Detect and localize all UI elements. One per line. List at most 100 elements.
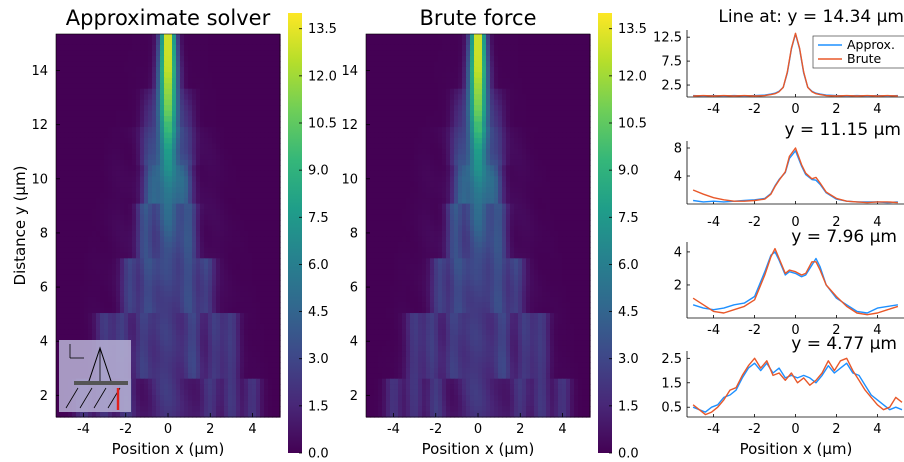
heatmap-cell — [160, 198, 165, 205]
heatmap-cell — [240, 50, 245, 57]
heatmap-cell — [192, 367, 197, 374]
heatmap-cell — [264, 225, 269, 232]
heatmap-cell — [244, 411, 249, 418]
heatmap-cell — [232, 384, 237, 391]
heatmap-cell — [216, 132, 221, 139]
heatmap-cell — [228, 181, 233, 188]
heatmap-cell — [160, 170, 165, 177]
heatmap-cell — [248, 148, 253, 155]
heatmap-cell — [228, 44, 233, 52]
heatmap-cell — [260, 367, 265, 374]
heatmap-cell — [232, 230, 237, 238]
heatmap-cell — [132, 225, 137, 232]
heatmap-cell — [92, 116, 97, 123]
heatmap-cell — [220, 296, 225, 303]
heatmap-cell — [466, 61, 471, 68]
heatmap-cell — [120, 236, 125, 243]
heatmap-cell — [116, 313, 121, 320]
heatmap-cell — [586, 105, 591, 112]
heatmap-cell — [168, 66, 173, 73]
heatmap-cell — [252, 143, 257, 150]
heatmap-cell — [534, 55, 539, 62]
heatmap-cell — [164, 269, 169, 276]
heatmap-cell — [192, 378, 197, 385]
heatmap-cell — [466, 55, 471, 62]
heatmap-cell — [256, 176, 261, 183]
heatmap-cell — [60, 110, 65, 117]
heatmap-cell — [204, 296, 209, 303]
heatmap-cell — [518, 55, 523, 62]
heatmap-cell — [120, 66, 125, 73]
heatmap-cell — [370, 61, 375, 68]
heatmap-cell — [264, 367, 269, 374]
heatmap-cell — [486, 55, 491, 62]
heatmap-cell — [92, 154, 97, 161]
heatmap-cell — [64, 280, 69, 287]
heatmap-cell — [200, 373, 205, 380]
heatmap-cell — [236, 88, 241, 95]
heatmap-cell — [252, 356, 257, 363]
heatmap-cell — [172, 329, 177, 336]
heatmap-cell — [116, 263, 121, 270]
heatmap-cell — [204, 323, 209, 331]
heatmap-cell — [510, 121, 515, 128]
heatmap-cell — [260, 121, 265, 128]
heatmap-cell — [450, 83, 455, 90]
heatmap-cell — [502, 50, 507, 57]
heatmap-cell — [120, 187, 125, 194]
heatmap-cell — [192, 209, 197, 216]
heatmap-cell — [140, 165, 145, 172]
heatmap-cell — [148, 214, 153, 221]
heatmap-cell — [100, 99, 105, 106]
heatmap-cell — [550, 94, 555, 101]
heatmap-cell — [84, 61, 89, 68]
heatmap-cell — [140, 285, 145, 292]
heatmap-cell — [76, 99, 81, 106]
heatmap-cell — [554, 110, 559, 117]
heatmap-cell — [466, 34, 471, 41]
heatmap-cell — [156, 94, 161, 101]
heatmap-cell — [196, 411, 201, 418]
heatmap-cell — [160, 280, 165, 287]
heatmap-cell — [176, 72, 181, 79]
heatmap-cell — [386, 34, 391, 41]
heatmap-cell — [200, 127, 205, 134]
heatmap-cell — [268, 389, 273, 396]
heatmap-cell — [80, 198, 85, 205]
heatmap-cell — [132, 247, 137, 254]
heatmap-cell — [256, 334, 261, 341]
heatmap-cell — [272, 389, 277, 396]
heatmap-cell — [84, 198, 89, 205]
colorbar-tick-label: 1.5 — [308, 399, 329, 414]
heatmap-cell — [374, 34, 379, 41]
heatmap-cell — [208, 400, 213, 407]
heatmap-cell — [370, 66, 375, 73]
heatmap-cell — [236, 241, 241, 248]
heatmap-cell — [212, 198, 217, 205]
heatmap-cell — [502, 66, 507, 73]
heatmap-cell — [156, 181, 161, 188]
heatmap-cell — [96, 170, 101, 177]
heatmap-cell — [494, 39, 499, 46]
heatmap-cell — [204, 132, 209, 139]
heatmap-cell — [80, 236, 85, 243]
heatmap-cell — [406, 94, 411, 101]
heatmap-cell — [224, 334, 229, 341]
heatmap-cell — [370, 132, 375, 139]
heatmap-cell — [104, 72, 109, 79]
heatmap-cell — [120, 181, 125, 188]
heatmap-cell — [582, 127, 587, 134]
heatmap-cell — [244, 373, 249, 380]
heatmap-cell — [204, 181, 209, 188]
heatmap-cell — [542, 77, 547, 84]
heatmap-cell — [252, 340, 257, 347]
heatmap-cell — [120, 88, 125, 95]
heatmap-cell — [116, 66, 121, 73]
heatmap-cell — [398, 34, 403, 41]
heatmap-cell — [446, 55, 451, 62]
heatmap-cell — [196, 148, 201, 155]
heatmap-cell — [164, 116, 169, 123]
heatmap-cell — [240, 400, 245, 407]
heatmap-cell — [132, 406, 137, 413]
heatmap-cell — [252, 137, 257, 145]
